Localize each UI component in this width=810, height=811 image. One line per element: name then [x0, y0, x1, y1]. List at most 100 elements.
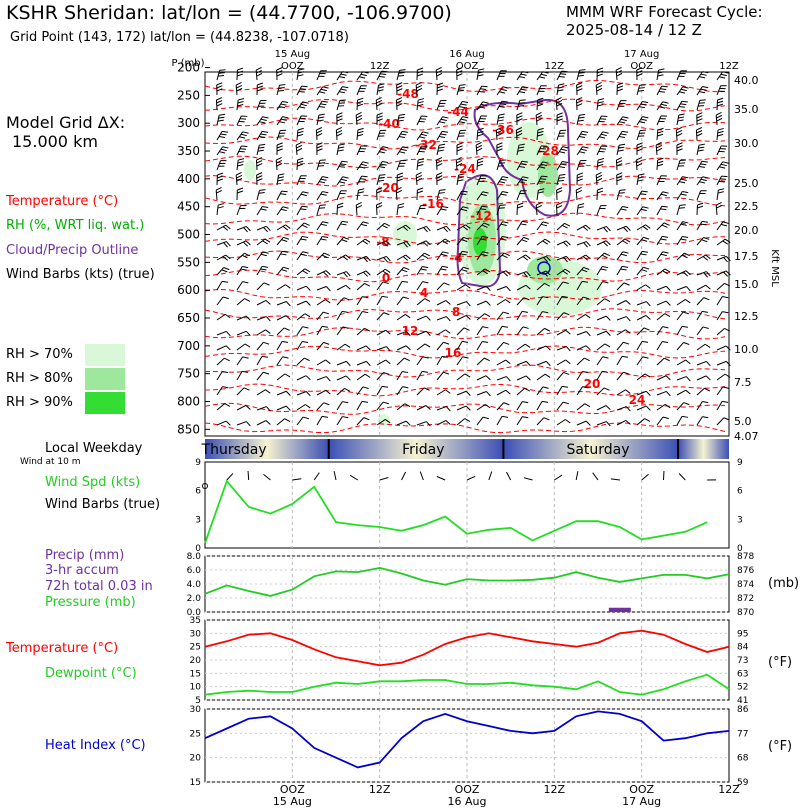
wind-barb [436, 341, 450, 351]
day-bar-segment [503, 439, 679, 459]
wind-barb [456, 173, 465, 186]
wind-barb [496, 270, 511, 277]
isotherm-label: 16 [445, 346, 462, 360]
wind-barb [656, 251, 669, 261]
panel-left-tick: 15 [190, 669, 201, 679]
wind-barb [676, 359, 691, 366]
wind-barb [476, 115, 488, 126]
panel-left-tick: 20 [190, 754, 202, 764]
wind-barb [556, 202, 563, 216]
wind-barb [616, 189, 626, 201]
wind-barb [376, 129, 387, 141]
wind-barb [296, 300, 311, 306]
bottom-time-label: OOZ [280, 783, 305, 796]
wind-barb [416, 343, 431, 351]
wind-barb [456, 418, 471, 426]
wind-barb [356, 360, 371, 367]
wind-barb [536, 255, 551, 263]
wind-barb [416, 225, 431, 233]
wind-barb [505, 471, 512, 481]
wind-barb [436, 130, 449, 141]
wind-barb [456, 206, 469, 216]
wind-barb [636, 301, 651, 307]
isotherm-line [204, 117, 726, 131]
wind-barb [596, 67, 604, 81]
wind-barb [216, 296, 229, 306]
wind-barb [576, 130, 589, 141]
model-grid-value: 15.000 km [12, 132, 98, 151]
isotherm-label: -32 [415, 138, 437, 152]
isotherm-line [204, 383, 726, 397]
wind-barb [476, 375, 491, 381]
wind-barb [436, 282, 450, 291]
isotherm-label: -16 [422, 197, 444, 211]
wind-barb [536, 145, 548, 156]
wind-barb [716, 85, 727, 96]
isotherm-line [204, 326, 726, 340]
wind-barb [456, 266, 470, 276]
panel-right-tick: 9 [737, 458, 743, 468]
wind-barb [316, 204, 326, 216]
cloud-outline [473, 98, 572, 217]
wind-barb [576, 314, 591, 321]
panel-left-tick: 5 [195, 696, 201, 706]
wind-barb [256, 116, 269, 126]
wind-barb [696, 160, 708, 171]
wind-barb [616, 172, 623, 186]
wind-barb [575, 471, 579, 481]
wind-barb [476, 235, 489, 246]
panel-3: 15 59 20 68 25 77 30 86 [190, 705, 749, 788]
time-series-panels: 0 0 3 3 6 6 9 9 0.0 870 2.0 872 4.0 874 6.0 876 8.0 878 5 4… [187, 458, 755, 788]
wind-barb [415, 81, 423, 96]
wind-barb [316, 113, 325, 126]
isotherm-label: -20 [377, 181, 399, 195]
panel-right-tick: 41 [737, 696, 748, 706]
height-tick-label: 20.0 [734, 224, 759, 237]
top-time-label: OOZ [281, 61, 304, 72]
pressure-tick-label: 550 [177, 255, 200, 269]
wind-barb [396, 69, 406, 81]
wind-barb [536, 311, 549, 321]
wind-barb [610, 478, 620, 481]
wind-barb [356, 255, 371, 263]
wind-barb [516, 112, 523, 126]
wind-barb [356, 221, 369, 231]
rh-area [538, 153, 558, 197]
wind-barb [656, 205, 668, 216]
wind-barb [556, 187, 563, 201]
panel-right-tick: 870 [737, 608, 754, 618]
wind-barb [336, 271, 351, 278]
wind-barb [696, 220, 709, 231]
wind-barb [596, 421, 611, 427]
wind-barb [376, 240, 391, 247]
wind-barb [536, 360, 551, 367]
wind-barb [516, 99, 526, 111]
pressure-tick-label: 200 [177, 61, 200, 75]
wind-barb [216, 69, 226, 81]
top-date-label: 16 Aug [449, 49, 484, 60]
wind-barb [376, 312, 390, 321]
pressure-tick-label: 500 [177, 228, 200, 242]
wind-barb [636, 101, 649, 111]
panel-right-tick: 872 [737, 594, 754, 604]
wind-barb [476, 313, 491, 321]
wind-barb [596, 115, 608, 126]
wind-barb [636, 418, 651, 426]
wind-barb [349, 474, 359, 481]
wind-barb [336, 310, 349, 321]
wind-barb [636, 67, 643, 81]
day-label: Thursday [201, 442, 267, 458]
wind-barb [356, 145, 368, 156]
wind-barb [416, 266, 429, 276]
precip-accum-label: 3-hr accum [45, 563, 119, 578]
wind-barb [496, 70, 507, 81]
wind-barb [716, 296, 729, 306]
rh-area [473, 228, 487, 256]
wind-barb [376, 295, 389, 306]
wind-barb [656, 115, 668, 126]
wind-barb [676, 402, 690, 411]
wind-barb [696, 143, 705, 156]
wind-barb [296, 205, 308, 216]
wind-barb [716, 71, 729, 81]
wind-barb [296, 340, 309, 351]
